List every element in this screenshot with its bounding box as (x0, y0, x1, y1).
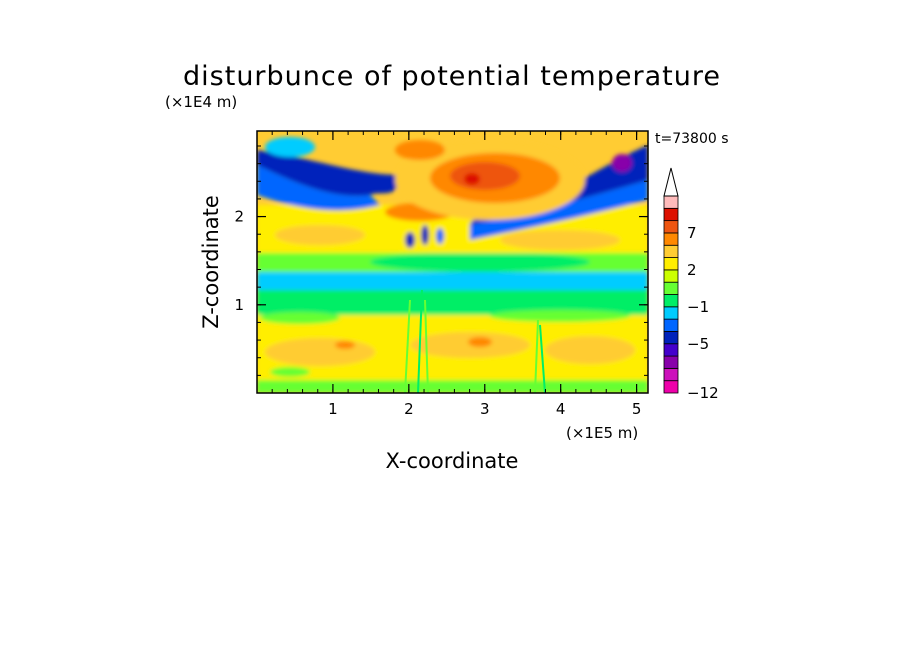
colorbar-overflow-arrow (663, 167, 679, 197)
x-tick-label: 5 (632, 400, 642, 418)
field-lower-orange-2 (410, 332, 530, 358)
colorbar-swatch (663, 232, 679, 246)
x-tick-label: 3 (480, 400, 490, 418)
field-mid-orange-2 (500, 230, 620, 250)
colorbar-label: −5 (687, 335, 709, 353)
field-lower-orange-4 (335, 341, 355, 349)
field-bottom-green (257, 380, 648, 393)
colorbar-swatch (663, 269, 679, 283)
x-axis-label: X-coordinate (386, 449, 519, 473)
colorbar (663, 167, 679, 394)
field-streak-3 (424, 299, 429, 393)
plot-frame (256, 130, 649, 394)
field-purple-cell (612, 154, 632, 172)
x-tick-label: 4 (556, 400, 566, 418)
x-tick-label: 1 (328, 400, 338, 418)
field-blue-cell-2 (421, 225, 429, 245)
time-label: t=73800 s (655, 131, 729, 147)
colorbar-swatch (663, 367, 679, 382)
colorbar-swatch (663, 380, 679, 394)
colorbar-swatch (663, 257, 679, 271)
chart-title: disturbunce of potential temperature (183, 61, 721, 92)
field-upper-left-orange (395, 140, 445, 160)
colorbar-swatch (663, 331, 679, 345)
colorbar-swatch (663, 318, 679, 332)
field-lower-green-patch (270, 367, 310, 377)
field-green-lobe-1 (260, 312, 340, 324)
colorbar-swatch (663, 355, 679, 369)
field-regions (257, 137, 648, 393)
colorbar-swatch (663, 244, 679, 258)
colorbar-swatch (663, 343, 679, 357)
field-upper-blue-left (257, 150, 400, 196)
field-streaks (404, 289, 546, 393)
field-green-lobe-2 (490, 310, 630, 322)
field-upper-warm-red (464, 173, 480, 185)
colorbar-swatch (663, 195, 679, 209)
major-ticks (257, 131, 648, 393)
x-unit-label: (×1E5 m) (566, 424, 638, 442)
colorbar-labels: −12−5−127 (687, 224, 719, 402)
y-tick-label: 1 (234, 296, 244, 314)
colorbar-label: 2 (687, 261, 697, 279)
field-streak-1 (404, 299, 411, 393)
field-green-center (370, 252, 590, 272)
field-cyan-top-left (265, 137, 315, 157)
y-axis-label: Z-coordinate (199, 195, 223, 329)
colorbar-swatch (663, 207, 679, 222)
field-blue-cell-3 (436, 228, 444, 244)
colorbar-swatch (663, 306, 679, 320)
colorbar-swatch (663, 294, 679, 308)
y-tick-labels: 12 (234, 208, 244, 314)
plot-area (257, 131, 648, 393)
field-lower-orange-3 (545, 336, 635, 364)
colorbar-label: 7 (687, 224, 697, 242)
field-blue-cell-1 (405, 232, 415, 248)
colorbar-label: −12 (687, 384, 719, 402)
colorbar-swatch (663, 220, 679, 234)
x-tick-label: 2 (404, 400, 414, 418)
field-lower-orange-1 (265, 338, 375, 366)
colorbar-swatch (663, 281, 679, 295)
y-unit-label: (×1E4 m) (165, 93, 237, 111)
field-upper-warm-darkorange (450, 162, 520, 190)
field-streak-2 (417, 289, 423, 393)
field-lower-orange-5 (468, 337, 492, 347)
colorbar-label: −1 (687, 298, 709, 316)
field-mid-orange-1 (275, 225, 365, 245)
field-upper-blue-right-edge (470, 180, 648, 240)
field-streak-4 (534, 319, 539, 393)
field-upper-blue-left-edge (257, 165, 380, 211)
x-tick-labels: 1 2 3 4 5 (328, 400, 641, 418)
y-tick-label: 2 (234, 208, 244, 226)
field-streak-5 (539, 324, 546, 393)
